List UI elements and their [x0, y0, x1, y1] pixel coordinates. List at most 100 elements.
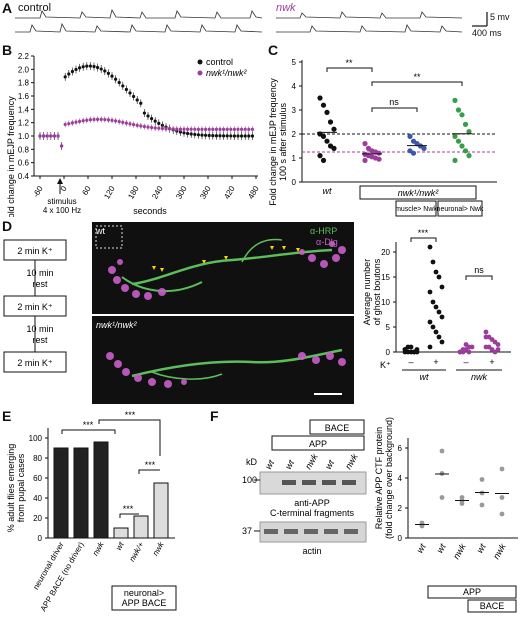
d-point	[402, 347, 408, 352]
control-point	[135, 98, 139, 102]
b-ytick: 1.4	[18, 105, 30, 114]
mutant-point	[135, 123, 139, 127]
d-point	[430, 259, 436, 265]
c-point	[452, 157, 458, 163]
c-point	[327, 119, 334, 125]
panel-e-yticks: 0 20 40 60 80 100	[29, 434, 48, 543]
svg-text:60: 60	[33, 474, 42, 483]
d-point	[483, 329, 489, 335]
b-xtick: 300	[174, 184, 189, 201]
k-val-4: +	[489, 357, 494, 367]
panel-d-ylabel-1: Average number	[362, 259, 372, 325]
f-lane-labels: wt wt nwk wt nwk	[263, 452, 360, 471]
svg-text:20: 20	[381, 248, 390, 257]
mutant-point	[142, 124, 146, 129]
c-point	[317, 153, 323, 159]
panel-d-label: D	[2, 218, 13, 234]
protocol-rest-2a: 10 min	[26, 324, 53, 334]
svg-text:0: 0	[386, 348, 391, 357]
c-point	[320, 102, 327, 108]
f-point	[459, 495, 465, 500]
mutant-point	[204, 127, 208, 131]
f-lane: nwk	[343, 452, 360, 471]
control-point	[117, 80, 121, 85]
c-point	[324, 138, 330, 144]
d-point	[430, 324, 436, 330]
panel-c-ylabel-1: Fold change in mEJP frequency	[268, 78, 278, 206]
control-point	[186, 131, 190, 136]
d-point	[483, 334, 489, 340]
sig-e-3: ***	[145, 460, 156, 470]
f-blot1b: C-terminal fragments	[270, 508, 355, 518]
b-ytick: 1.2	[18, 119, 30, 128]
mutant-point	[214, 127, 218, 131]
mutant-point	[67, 122, 71, 126]
mutant-point	[56, 134, 60, 138]
control-point	[106, 71, 110, 76]
mutant-point	[153, 126, 157, 130]
control-point	[146, 114, 150, 118]
mutant-point	[88, 118, 92, 122]
control-point	[250, 134, 254, 138]
e-bar	[153, 482, 169, 539]
c-point	[410, 150, 417, 156]
panel-e-ylabel-2: from pupal cases	[16, 453, 26, 522]
nwk-trace-1	[276, 11, 463, 19]
panel-b-label: B	[2, 42, 13, 58]
panel-d-yticks: 0 5 10 15 20	[381, 248, 396, 357]
d-point	[469, 344, 475, 350]
control-point	[92, 64, 96, 69]
e-bar	[73, 447, 89, 539]
f-point	[499, 466, 505, 472]
control-point	[81, 65, 85, 69]
e-xlabel: nwk	[91, 540, 106, 558]
stimulus-detail: 4 x 100 Hz	[43, 206, 81, 215]
control-point	[200, 133, 204, 137]
stain-hrp-label: α-HRP	[310, 226, 337, 236]
protocol-rest-2b: rest	[32, 335, 48, 345]
genotype-box	[359, 185, 477, 200]
svg-text:0: 0	[292, 178, 297, 187]
c-point	[455, 138, 462, 144]
e-bar	[53, 447, 69, 539]
muscle-nwk-label: muscle> Nwk	[395, 206, 437, 213]
c-xlabel-wt: wt	[323, 186, 332, 196]
f-blot2: actin	[302, 546, 321, 556]
b-ytick: 0.4	[18, 172, 30, 181]
mutant-point	[45, 134, 49, 138]
c-point	[362, 157, 368, 163]
c-point	[452, 133, 458, 139]
mutant-point	[178, 127, 182, 131]
mutant-point	[63, 122, 67, 127]
c-point	[320, 157, 327, 163]
mutant-point	[182, 127, 186, 131]
e-bar	[93, 441, 109, 539]
stain-dlg-label: α-Dlg	[316, 237, 338, 247]
control-point	[78, 66, 82, 70]
mutant-point	[218, 127, 222, 131]
f-mw-37: 37	[242, 526, 252, 536]
panel-e-ylabel-1: % adult flies emerging	[6, 444, 16, 533]
f-xlabels: wt wt nwk wt nwk	[415, 542, 508, 561]
f-xlabel: wt	[415, 542, 428, 555]
d-point	[436, 334, 442, 340]
d-point	[427, 344, 433, 350]
e-xlabel: nwk	[151, 540, 166, 558]
control-point	[236, 134, 240, 138]
d-point	[466, 349, 472, 355]
control-point	[85, 64, 89, 68]
mutant-point	[150, 125, 154, 130]
mutant-point	[92, 117, 96, 122]
control-point	[96, 65, 100, 70]
control-point	[70, 69, 74, 74]
svg-text:4: 4	[398, 474, 403, 483]
mutant-point	[70, 121, 74, 125]
d-group-wt: wt	[420, 372, 429, 382]
panel-c-label: C	[268, 42, 279, 58]
control-point	[160, 123, 164, 127]
b-ytick: 1.6	[18, 92, 30, 101]
f-xlabel: nwk	[491, 542, 508, 561]
f-point	[499, 495, 505, 500]
control-point	[204, 133, 208, 137]
control-point	[189, 132, 193, 136]
